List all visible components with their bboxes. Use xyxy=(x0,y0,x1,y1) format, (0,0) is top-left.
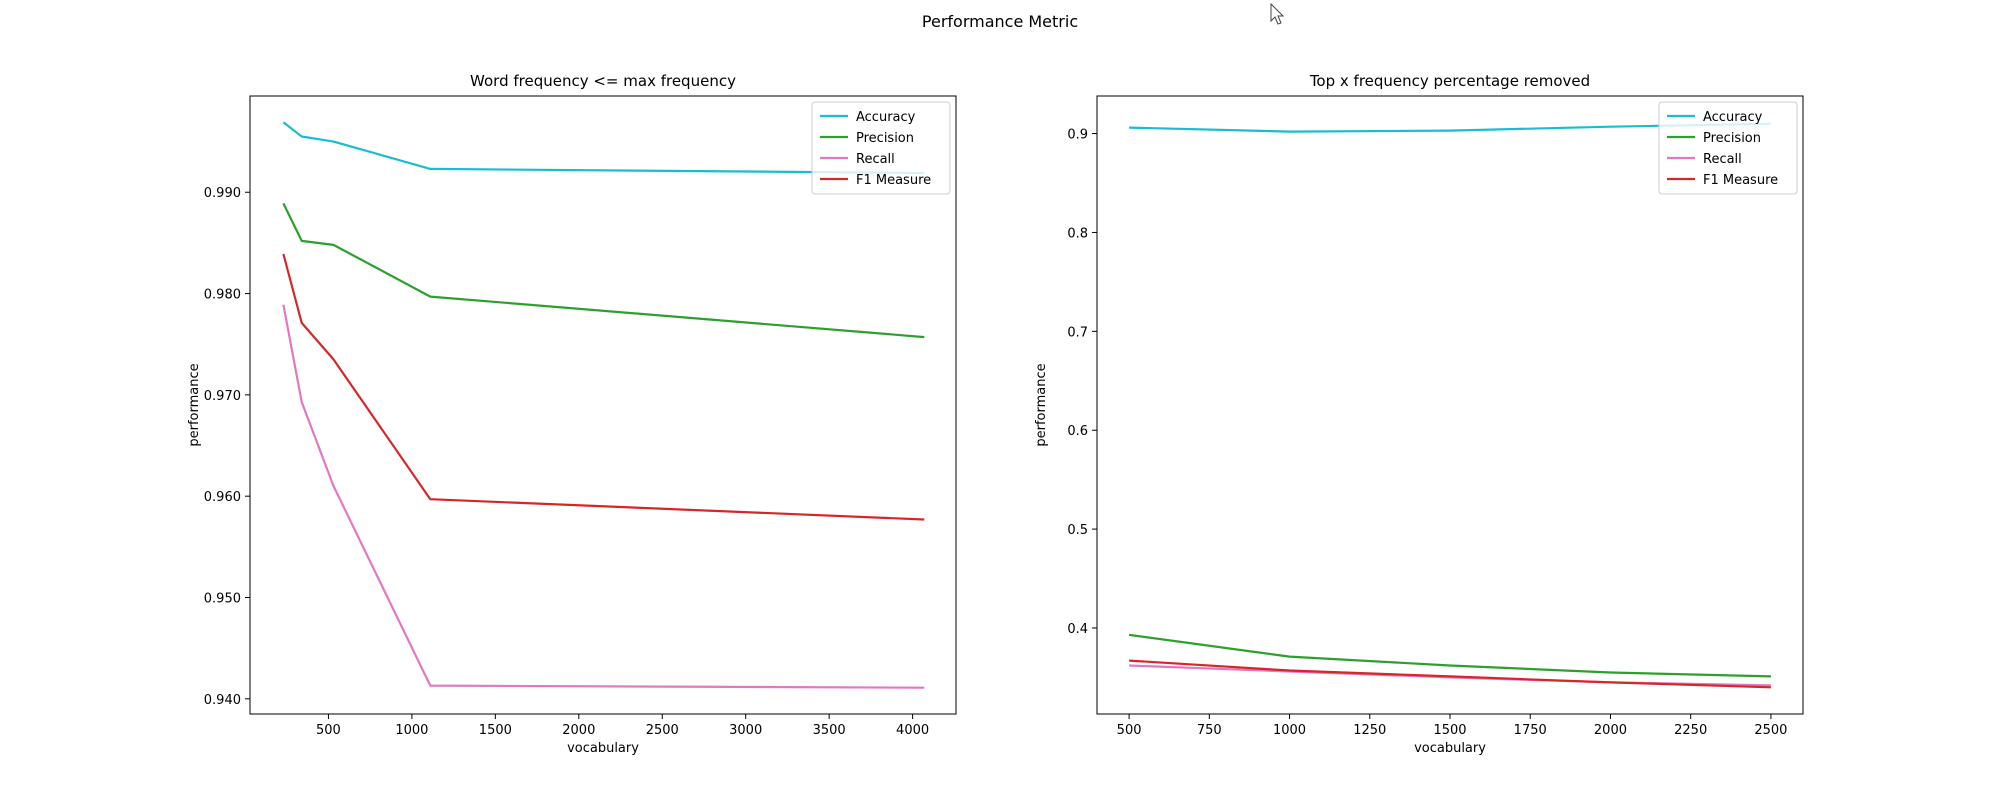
y-tick-label: 0.8 xyxy=(1067,226,1088,241)
legend-label: F1 Measure xyxy=(856,173,931,188)
x-tick-label: 500 xyxy=(316,723,341,738)
x-tick-label: 1500 xyxy=(1433,723,1466,738)
y-tick-label: 0.960 xyxy=(204,490,241,505)
x-tick-label: 4000 xyxy=(896,723,929,738)
series-line-accuracy xyxy=(282,121,925,175)
y-tick-label: 0.970 xyxy=(204,389,241,404)
legend-label: Recall xyxy=(1703,152,1742,167)
x-tick-label: 2500 xyxy=(646,723,679,738)
legend-label: F1 Measure xyxy=(1703,173,1778,188)
y-tick-label: 0.7 xyxy=(1067,325,1088,340)
series-line-f1-measure xyxy=(282,253,925,521)
legend-label: Precision xyxy=(856,131,914,146)
y-tick-label: 0.980 xyxy=(204,288,241,303)
y-tick-label: 0.950 xyxy=(204,591,241,606)
series-line-recall xyxy=(282,304,925,689)
chart-vocab-max-frequency: 500 1000 1500 2000 2500 3000 3500 4000 0.940 0.95… xyxy=(187,72,957,756)
legend-label: Recall xyxy=(856,152,895,167)
x-tick-label: 500 xyxy=(1117,723,1142,738)
x-tick-label: 3000 xyxy=(729,723,762,738)
x-tick-label: 1750 xyxy=(1514,723,1547,738)
figure-title: Performance Metric xyxy=(922,12,1078,31)
y-tick-label: 0.4 xyxy=(1067,622,1088,637)
x-tick-label: 1500 xyxy=(479,723,512,738)
y-tick-label: 0.6 xyxy=(1067,424,1088,439)
chart-title: Top x frequency percentage removed xyxy=(1309,72,1590,90)
y-tick-label: 0.990 xyxy=(204,186,241,201)
y-tick-label: 0.9 xyxy=(1067,128,1088,143)
x-tick-label: 750 xyxy=(1197,723,1222,738)
series-line-precision xyxy=(1128,633,1771,678)
x-tick-label: 2250 xyxy=(1674,723,1707,738)
mouse-cursor-icon xyxy=(1270,3,1285,25)
y-axis-label: performance xyxy=(1034,363,1049,446)
legend-label: Accuracy xyxy=(1703,110,1763,125)
x-tick-label: 1000 xyxy=(395,723,428,738)
x-tick-label: 2500 xyxy=(1754,723,1787,738)
x-axis-label: vocabulary xyxy=(1414,741,1486,756)
y-axis-label: performance xyxy=(187,363,202,446)
legend-box xyxy=(1658,101,1798,195)
x-tick-label: 2000 xyxy=(1594,723,1627,738)
x-tick-label: 1000 xyxy=(1273,723,1306,738)
legend-box xyxy=(811,101,951,195)
x-axis-label: vocabulary xyxy=(567,741,639,756)
y-tick-label: 0.940 xyxy=(204,693,241,708)
series-line-precision xyxy=(282,202,925,339)
legend: Accuracy Precision Recall F1 Measure xyxy=(1658,101,1798,195)
y-tick-label: 0.5 xyxy=(1067,523,1088,538)
x-tick-label: 3500 xyxy=(813,723,846,738)
series-line-f1-measure xyxy=(1129,659,1771,689)
chart-title: Word frequency <= max frequency xyxy=(470,72,736,90)
legend: Accuracy Precision Recall F1 Measure xyxy=(811,101,951,195)
plot-frame xyxy=(249,95,957,715)
legend-label: Precision xyxy=(1703,131,1761,146)
x-tick-label: 2000 xyxy=(562,723,595,738)
legend-label: Accuracy xyxy=(856,110,916,125)
chart-top-frequency-removed: 500 750 1000 1250 1500 1750 2000 2250 2500 0.4 0.5… xyxy=(1034,72,1804,756)
x-tick-label: 1250 xyxy=(1353,723,1386,738)
